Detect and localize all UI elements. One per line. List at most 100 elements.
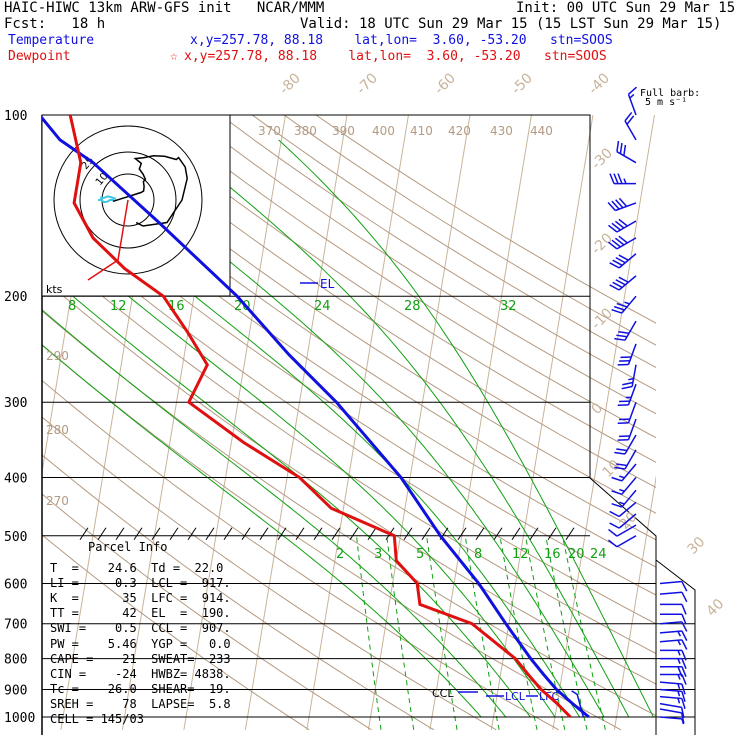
wind-barb-half [677,683,681,690]
moist-adiabat-label: 8 [68,299,76,314]
wind-barb-full [681,621,688,632]
isotherm-label: -50 [509,70,536,97]
mixing-ratio-label: 2 [336,547,344,562]
hatch-mark [205,527,215,541]
hatch-mark [169,527,179,541]
wind-barb-full [615,256,626,264]
moist-adiabat-label: 28 [404,299,421,314]
dry-adiabat-line [42,213,656,625]
moist-adiabat-line [42,344,482,718]
wind-barb [659,716,685,725]
parcel-info-row: PW = 5.46 YGP = 0.0 [50,636,231,651]
hatch-mark [403,527,413,541]
wind-barb-staff [659,591,682,595]
wind-barb-full [623,144,627,156]
wind-barb-full [618,330,630,335]
wind-barb [609,253,637,269]
isotherm-line [490,115,594,730]
hodograph-ring [79,151,177,249]
wind-barb [659,681,686,695]
wind-barb [659,688,686,702]
isotherm-line [183,115,286,730]
mixing-ratio-label: 20 [568,547,585,562]
moist-adiabat-line [82,139,605,718]
wind-barb [614,434,637,455]
wind-barb-full [609,522,620,529]
wind-barb [659,580,688,592]
wind-barb-full [681,591,688,603]
isotherm-label: -40 [586,70,613,97]
wind-barb [614,449,637,470]
wind-barb [659,630,688,641]
wind-barb-full [613,305,625,311]
hatch-mark [475,527,485,541]
wind-barb-full [611,490,623,496]
wind-barb-half [677,658,681,664]
wind-barb-full [621,385,633,390]
moist-adiabat-label: 12 [110,299,127,314]
wind-barb-full [626,115,635,125]
wind-barb-half [625,396,632,399]
theta-label: 370 [258,124,281,138]
wind-barb [611,476,637,496]
dry-adiabat-line [188,115,656,415]
dewpoint-legend-info: x,y=257.78, 88.18 lat,lon= 3.60, -53.20 … [184,49,607,64]
pressure-tick-label: 200 [4,290,27,305]
wind-barb [608,524,637,537]
wind-barb [659,639,688,650]
wind-barb-full [681,581,688,592]
barb-column-border [655,559,696,735]
wind-barb-full [613,173,619,184]
wind-barb-half [677,639,682,646]
init-time: Init: 00 UTC Sun 29 Mar 15 [516,0,736,16]
mixing-ratio-line [499,535,538,730]
wind-barb [611,463,637,482]
pressure-tick-label: 800 [4,653,27,668]
barb-legend-1: Full barb: [640,88,701,99]
wind-barb-full [616,463,628,467]
wind-barb-full [614,451,626,455]
wind-barb [660,649,687,661]
temperature-profile [42,115,590,719]
hatch-mark [349,527,359,541]
theta-label: 380 [294,124,317,138]
wind-barb-half [677,690,681,697]
wind-barb-full [616,334,628,338]
parcel-info-row: T = 24.6 Td = 22.0 [50,561,224,575]
wind-barb-staff [659,708,682,714]
hatch-mark [565,527,575,541]
wind-barb [624,111,637,141]
theta-label: 390 [332,124,355,138]
isotherm-line [676,88,740,730]
wind-barb-full [619,418,630,421]
dewpoint-profile [68,115,572,719]
dry-adiabat-line [42,277,656,685]
dry-adiabat-line [124,115,656,463]
hodograph-units-label: kts [46,283,63,296]
hatch-mark [421,527,431,541]
mixing-ratio-line [524,535,566,730]
wind-barb-full [612,281,623,289]
wind-barb-full [681,639,688,650]
wind-barb [659,702,685,719]
wind-barb-full [614,220,625,229]
wind-barb [609,173,636,185]
hatch-mark [529,527,539,541]
isotherm-line [613,474,656,730]
dry-adiabat-line [60,115,656,514]
wind-barb [611,489,637,508]
wind-barb-half [619,501,625,505]
hodograph-storm-motion [87,199,129,281]
mixing-ratio-label: 12 [512,547,529,562]
wind-barb-full [681,650,687,661]
wind-barb-full [609,173,615,184]
hatch-mark [241,527,251,541]
hatch-mark [277,527,287,541]
hatch-mark [331,527,341,541]
dry-adiabat-line [42,154,656,568]
isotherm-label: 40 [704,596,728,620]
wind-barb-full [607,201,616,211]
wind-barb-staff [659,580,682,585]
temperature-legend-label: Temperature [8,33,95,48]
wind-barb [608,535,637,548]
